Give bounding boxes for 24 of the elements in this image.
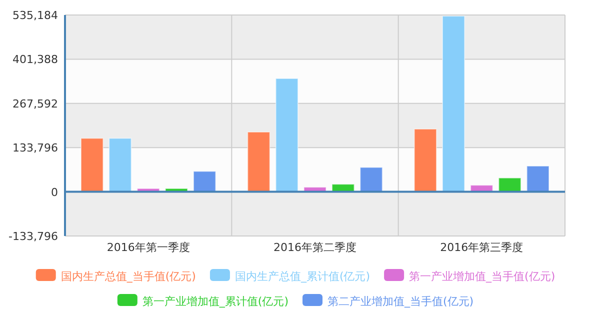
y-tick-label: -133,796: [8, 230, 58, 243]
y-tick-label: 0: [51, 186, 58, 199]
legend-label: 第一产业增加值_当手值(亿元): [409, 270, 556, 283]
y-tick-label: 535,184: [12, 9, 58, 22]
bar: [275, 78, 298, 192]
bar: [193, 170, 216, 192]
bar: [80, 138, 104, 192]
bar: [526, 166, 550, 192]
bar: [108, 138, 132, 192]
x-tick-label: 2016年第二季度: [274, 241, 356, 254]
bar: [498, 177, 522, 192]
legend-label: 国内生产总值_当手值(亿元): [60, 270, 196, 283]
x-tick-label: 2016年第三季度: [440, 241, 524, 254]
legend-label: 国内生产总值_累计值(亿元): [234, 270, 370, 283]
bar: [360, 166, 383, 192]
y-tick-label: 401,388: [12, 53, 58, 66]
x-tick-label: 2016年第一季度: [106, 241, 190, 254]
legend-label: 第一产业增加值_累计值(亿元): [142, 295, 288, 308]
bar: [247, 132, 270, 192]
bar: [442, 16, 466, 192]
y-tick-label: 133,796: [12, 142, 58, 155]
y-tick-label: 267,592: [12, 97, 58, 110]
bar: [414, 128, 437, 192]
legend-label: 第二产业增加值_当手值(亿元): [328, 295, 474, 308]
